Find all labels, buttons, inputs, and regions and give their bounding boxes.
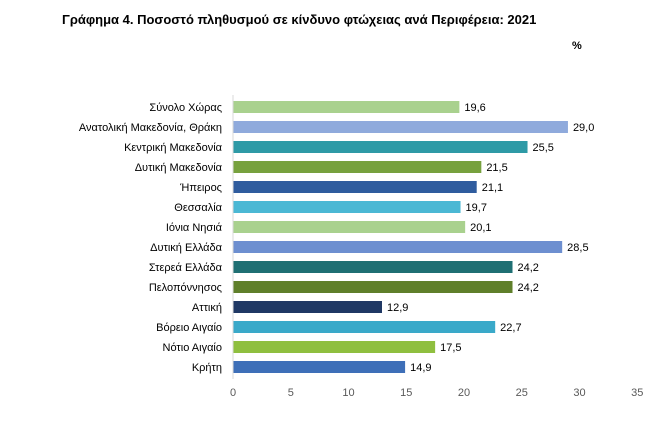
- value-label: 12,9: [387, 302, 408, 314]
- category-label: Ανατολική Μακεδονία, Θράκη: [79, 122, 222, 134]
- bar: [233, 281, 513, 293]
- x-tick-label: 30: [573, 387, 585, 399]
- category-label: Νότιο Αιγαίο: [163, 342, 222, 354]
- x-tick-label: 35: [631, 387, 643, 399]
- bar: [233, 221, 466, 233]
- bar: [233, 341, 436, 353]
- chart-title: Γράφημα 4. Ποσοστό πληθυσμού σε κίνδυνο …: [62, 12, 537, 27]
- value-label: 14,9: [410, 362, 431, 374]
- bar: [233, 181, 477, 193]
- unit-label: %: [572, 40, 582, 52]
- category-label: Κρήτη: [192, 362, 222, 374]
- x-tick-label: 25: [516, 387, 528, 399]
- bar: [233, 201, 461, 213]
- x-tick-label: 20: [458, 387, 470, 399]
- category-label: Ήπειρος: [179, 182, 222, 194]
- value-label: 17,5: [440, 342, 461, 354]
- category-label: Βόρειο Αιγαίο: [156, 322, 222, 334]
- value-label: 28,5: [567, 242, 588, 254]
- category-label: Αττική: [192, 302, 222, 314]
- bar: [233, 301, 382, 313]
- category-label: Δυτική Ελλάδα: [150, 242, 222, 254]
- bar: [233, 121, 568, 133]
- category-label: Κεντρική Μακεδονία: [124, 142, 223, 154]
- value-label: 29,0: [573, 122, 594, 134]
- value-label: 24,2: [518, 282, 539, 294]
- category-label: Πελοπόννησος: [149, 282, 222, 294]
- category-label: Δυτική Μακεδονία: [135, 162, 223, 174]
- x-tick-label: 15: [400, 387, 412, 399]
- bar: [233, 361, 406, 373]
- value-label: 21,1: [482, 182, 503, 194]
- value-label: 20,1: [470, 222, 491, 234]
- x-tick-label: 10: [342, 387, 354, 399]
- value-label: 19,7: [466, 202, 487, 214]
- bar: [233, 241, 563, 253]
- category-label: Σύνολο Χώρας: [149, 102, 222, 114]
- value-label: 25,5: [533, 142, 554, 154]
- value-label: 21,5: [486, 162, 507, 174]
- x-tick-label: 5: [288, 387, 294, 399]
- bar: [233, 261, 513, 273]
- category-label: Ιόνια Νησιά: [166, 222, 223, 234]
- category-label: Θεσσαλία: [174, 202, 222, 214]
- bar: [233, 101, 460, 113]
- value-label: 24,2: [518, 262, 539, 274]
- value-label: 19,6: [464, 102, 485, 114]
- category-label: Στερεά Ελλάδα: [149, 262, 223, 274]
- bar: [233, 321, 496, 333]
- bar: [233, 161, 482, 173]
- x-tick-label: 0: [230, 387, 236, 399]
- value-label: 22,7: [500, 322, 521, 334]
- bar: [233, 141, 528, 153]
